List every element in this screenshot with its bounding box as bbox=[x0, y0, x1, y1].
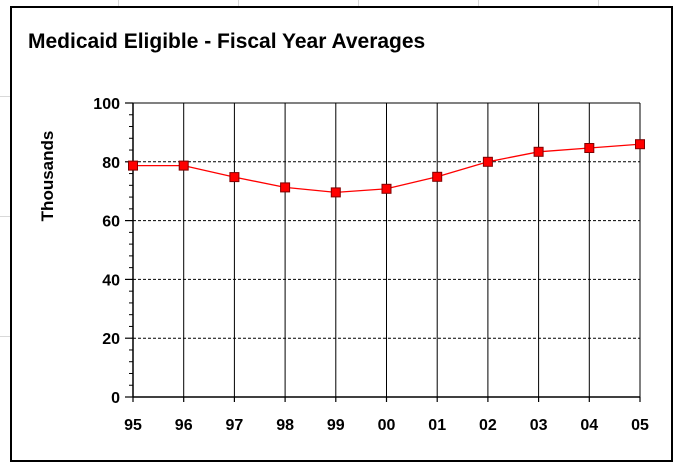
data-point-marker bbox=[432, 171, 443, 182]
x-tick-label: 04 bbox=[580, 417, 598, 434]
data-point-marker bbox=[482, 156, 493, 167]
data-point-marker bbox=[584, 143, 595, 153]
data-point-marker bbox=[128, 160, 138, 171]
grid-layer bbox=[133, 102, 641, 397]
sheet-gridline bbox=[0, 216, 10, 217]
y-tick-label: 60 bbox=[102, 214, 120, 231]
x-tick-label: 98 bbox=[276, 417, 294, 434]
sheet-gridline bbox=[0, 96, 10, 97]
data-point-marker bbox=[330, 187, 341, 198]
chart-object[interactable] bbox=[10, 6, 673, 462]
label-layer: 0 20 40 60 80 100 95 96 97 98 99 00 01 02 03 04 05 bbox=[93, 96, 649, 434]
series-layer bbox=[128, 139, 645, 198]
x-tick-label: 97 bbox=[226, 417, 244, 434]
sheet-gridline bbox=[238, 0, 239, 8]
x-tick-label: 95 bbox=[124, 417, 142, 434]
y-tick-label: 0 bbox=[111, 390, 120, 407]
y-tick-label: 100 bbox=[93, 96, 120, 113]
sheet-gridline bbox=[478, 0, 479, 8]
sheet-gridline bbox=[598, 0, 599, 8]
x-tick-label: 02 bbox=[479, 417, 497, 434]
sheet-gridline bbox=[358, 0, 359, 8]
y-tick-label: 80 bbox=[102, 155, 120, 172]
data-point-marker bbox=[280, 182, 291, 193]
x-tick-label: 00 bbox=[378, 417, 396, 434]
data-point-marker bbox=[533, 146, 544, 157]
x-tick-label: 05 bbox=[631, 417, 649, 434]
data-point-marker bbox=[635, 139, 645, 150]
data-point-marker bbox=[178, 160, 189, 171]
sheet-gridline bbox=[118, 0, 119, 8]
x-tick-label: 01 bbox=[428, 417, 446, 434]
x-tick-label: 03 bbox=[530, 417, 548, 434]
data-point-marker bbox=[381, 183, 392, 194]
data-point-marker bbox=[229, 172, 240, 183]
y-tick-label: 40 bbox=[102, 272, 120, 289]
chart-title: Medicaid Eligible - Fiscal Year Averages bbox=[28, 30, 426, 53]
x-tick-label: 96 bbox=[175, 417, 193, 434]
sheet-gridline bbox=[0, 336, 10, 337]
x-tick-label: 99 bbox=[327, 417, 345, 434]
y-axis-title: Thousands bbox=[38, 131, 57, 222]
axis-layer bbox=[125, 102, 641, 402]
y-tick-label: 20 bbox=[102, 331, 120, 348]
